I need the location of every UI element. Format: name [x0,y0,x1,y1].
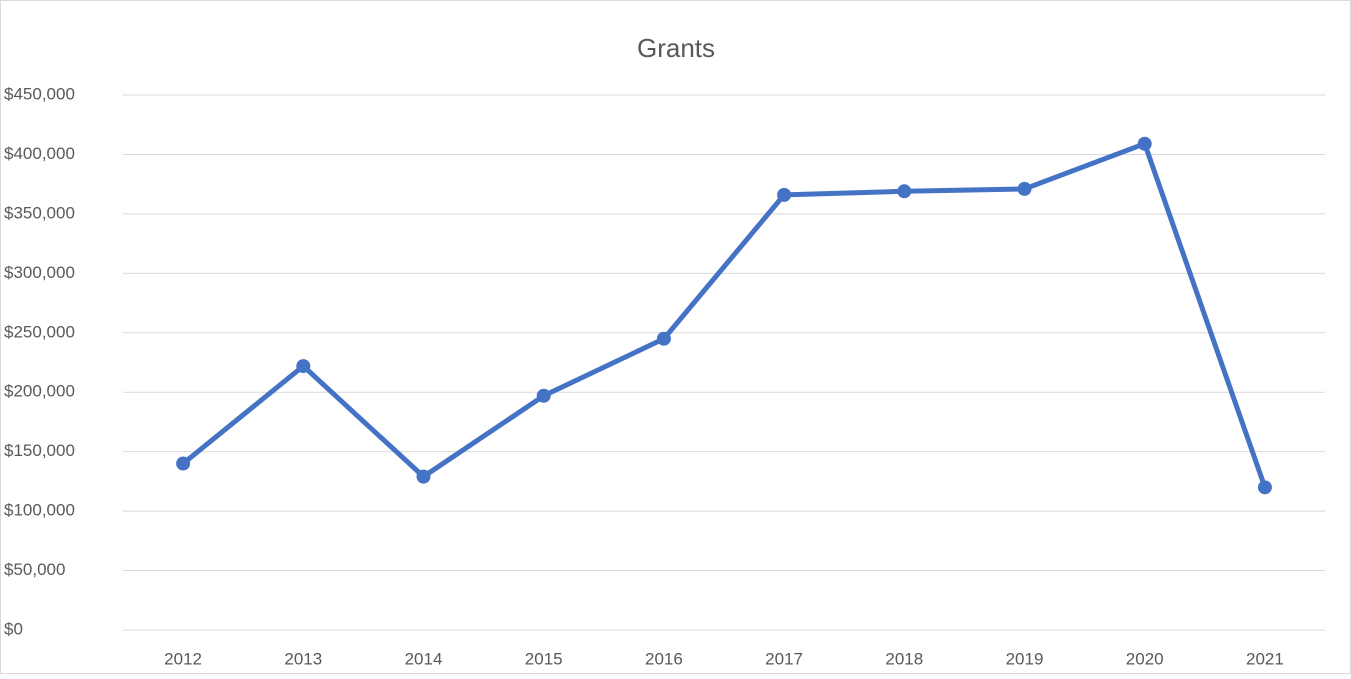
x-tick-label: 2020 [1126,649,1164,668]
x-tick-label: 2021 [1246,649,1284,668]
x-tick-label: 2017 [765,649,803,668]
x-tick-label: 2014 [405,649,443,668]
y-tick-label: $150,000 [4,441,75,460]
data-point [777,187,792,202]
data-point [1137,136,1152,151]
y-tick-label: $400,000 [4,144,75,163]
data-point [1257,480,1272,495]
chart-title: Grants [637,33,715,63]
y-tick-label: $450,000 [4,84,75,103]
y-tick-label: $50,000 [4,560,65,579]
x-tick-label: 2015 [525,649,563,668]
x-tick-label: 2019 [1006,649,1044,668]
x-tick-label: 2018 [885,649,923,668]
y-tick-label: $350,000 [4,203,75,222]
data-point [897,184,912,199]
data-point [1017,181,1032,196]
y-tick-label: $100,000 [4,501,75,520]
y-tick-label: $300,000 [4,263,75,282]
y-tick-label: $200,000 [4,382,75,401]
x-tick-label: 2013 [284,649,322,668]
data-point [176,456,191,471]
data-point [536,388,551,403]
data-point [296,359,311,374]
y-tick-label: $0 [4,619,23,638]
y-tick-label: $250,000 [4,322,75,341]
data-point [416,469,431,484]
x-tick-label: 2012 [164,649,202,668]
series-line [181,141,1268,489]
data-point [656,331,671,346]
x-tick-label: 2016 [645,649,683,668]
